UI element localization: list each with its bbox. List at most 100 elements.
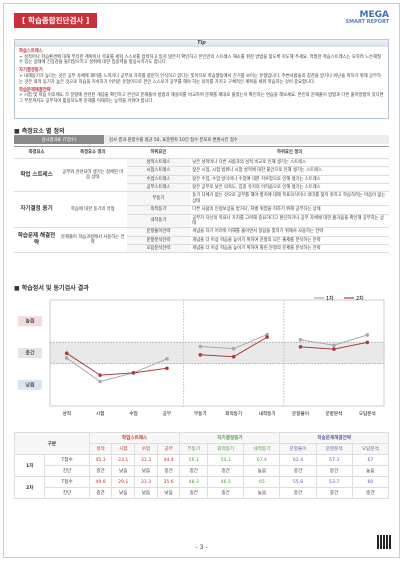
- score-value: 31.3: [134, 476, 158, 488]
- point: [365, 333, 370, 337]
- group-header: 학업스트레스: [88, 432, 181, 444]
- score-value: 65: [243, 476, 281, 488]
- factor-name: 내적동기: [126, 214, 191, 229]
- report-title: [ 학습종합진단검사 ]: [14, 13, 98, 28]
- diagnosis-value: 중간: [88, 465, 113, 477]
- corner-header: 구분: [14, 432, 90, 455]
- element-name: 학업 스트레스: [14, 158, 59, 193]
- element-definition: 공부와 관련되어 생기는 정체된 마음 상태: [59, 158, 127, 193]
- point: [231, 354, 236, 359]
- category-header-row: 성적 시험 수업 공부 무동기 외적동기 내적동기 문항풀이 문항분석 오답분석: [15, 443, 390, 455]
- x-tick-label: 문항분석: [325, 410, 342, 417]
- tip-heading: 학습문제해결전략: [19, 87, 51, 93]
- diagnosis-value: 중간: [279, 487, 317, 499]
- diagnosis-value: 중간: [156, 465, 181, 477]
- score-value: 67.4: [243, 454, 281, 466]
- score-value: 67: [351, 454, 390, 466]
- section-heading: ■ 측정요소 별 정의: [14, 128, 65, 135]
- score-value: 49.8: [88, 476, 113, 488]
- diagnosis-value: 중간: [88, 487, 113, 499]
- element-definition: 학습에 대한 동기의 유형: [59, 191, 127, 229]
- x-tick-label: 문항풀이: [292, 410, 309, 417]
- point: [298, 345, 303, 349]
- page: [ 학습종합진단검사 ] MEGA SMART REPORT Tip 학습스트레스 ➢…: [3, 3, 400, 558]
- factor-name: 오답분석전략: [126, 244, 191, 254]
- factor-definition: 잦은 수업, 수업 방식이나 수업에 대한 지루함으로 인해 생기는 스트레스: [190, 175, 389, 185]
- group-header: 자기결정동기: [179, 432, 281, 444]
- diagnosis-value: 낮음: [156, 487, 181, 499]
- diagnosis-row: 진단 중간 낮음 낮음 낮음 중간 중간 높음 중간 중간 중간: [15, 487, 390, 499]
- logo: MEGA SMART REPORT: [346, 11, 389, 25]
- factor-name: 수업스트레스: [126, 175, 191, 185]
- point: [165, 366, 169, 371]
- factor-definition: 잦은 시험, 시험 범위나 시험 성적에 대한 불안으로 인해 생기는 스트레스: [190, 166, 389, 176]
- category-header: 공부: [156, 443, 181, 455]
- qr-code: [377, 535, 391, 549]
- factor-name: 시험스트레스: [126, 166, 191, 176]
- series-line: [66, 357, 168, 383]
- score-label: T점수: [44, 454, 90, 466]
- band-label: 높음: [25, 318, 35, 325]
- diagnosis-value: 낮음: [134, 465, 158, 477]
- element-name: 학습문제 해결전략: [14, 227, 59, 254]
- logo-bottom: SMART REPORT: [345, 19, 389, 25]
- category-header: 외적동기: [207, 443, 245, 455]
- category-header: 내적동기: [243, 443, 281, 455]
- column-header: 하위요인 정의: [190, 146, 389, 159]
- point: [198, 353, 203, 357]
- score-label: 검사결과표 (T점수): [14, 135, 104, 144]
- score-value: 60: [351, 476, 390, 488]
- point: [165, 357, 169, 361]
- diagnosis-value: 중간: [315, 465, 353, 477]
- band-label: 중간: [25, 350, 35, 357]
- element-name: 자기결정 동기: [14, 191, 59, 229]
- diagnosis-value: 낮음: [111, 487, 136, 499]
- point: [64, 356, 69, 360]
- category-header: 성적: [88, 443, 113, 455]
- definition-row: 학습문제 해결전략 문제풀이 학습과정에서 사용하는 전략 문항풀이전략 개념을 하기…: [14, 227, 389, 254]
- column-header: 하위요인: [126, 146, 191, 159]
- score-row: 1차 T점수 45.3 23.1 31.3 44.4 56.1 54.1 67.4 62.4 57.…: [13, 454, 390, 477]
- definition-row: 수업스트레스 잦은 수업, 수업 방식이나 수업에 대한 지루함으로 인해 생기는…: [14, 175, 389, 185]
- point: [265, 335, 269, 339]
- column-header: 측정요소 정의: [59, 146, 127, 159]
- category-header: 시험: [111, 443, 136, 455]
- factor-name: 문항분석전략: [126, 236, 191, 245]
- factor-definition: 잦은 공부로 낮은 의욕도, 집중 유지의 어려움으로 인해 생기는 스트레스: [190, 183, 389, 193]
- group-header: 학습문제해결전략: [279, 432, 389, 444]
- factor-definition: 공부가 자신의 목표나 가치를 고려해 중요하다고 판단하거나 공부 자체에 대…: [190, 214, 389, 229]
- point: [332, 347, 336, 351]
- score-value: 23.1: [111, 454, 136, 466]
- definition-row: 학업 스트레스 공부와 관련되어 생기는 정체된 마음 상태 성적스트레스 낮은 성적…: [14, 158, 389, 193]
- tip-text: ➢ 시험 및 학습 이후에도 각 문항에 관련된 개념을 확인하고 본인의 문제…: [19, 93, 384, 105]
- diagnosis-value: 높음: [351, 465, 390, 477]
- diagnosis-value: 중간: [315, 487, 353, 499]
- point: [131, 371, 136, 375]
- x-tick-label: 무동기: [194, 410, 207, 417]
- diagnosis-row: 진단 중간 낮음 낮음 중간 중간 중간 높음 중간 중간 높음: [15, 465, 390, 477]
- diagnosis-value: 낮음: [111, 465, 136, 477]
- diagnosis-value: 낮음: [134, 487, 158, 499]
- score-value: 54.1: [207, 454, 245, 466]
- definition-row: 외적동기 다른 사람의 인정보상을 받거나, 처벌 위험을 피하기 위해 공부하는…: [14, 205, 389, 215]
- point: [198, 344, 203, 349]
- factor-definition: 개념을 더 이상 학습을 높이기 위하여 문항의 모든 출제를 분석하는 전략: [190, 236, 389, 245]
- tip-text: ➢ 내재동기가 높다는 것은 공부 자체에 재미를 느끼거나 공부의 가치를 충…: [19, 73, 381, 85]
- diagnosis-value: 중간: [179, 487, 209, 499]
- definition-row: 문항분석전략 개념을 더 이상 학습을 높이기 위하여 문항의 모든 출제를 분석…: [14, 236, 389, 245]
- point: [98, 373, 102, 377]
- definition-row: 오답분석전략 개념을 더 이상 학습을 높이기 위하여 틀린 문항의 문제를 분석…: [14, 244, 389, 254]
- factor-name: 외적동기: [126, 205, 191, 215]
- score-value: 31.3: [134, 454, 158, 466]
- factor-name: 문항풀이전략: [126, 227, 191, 237]
- score-value: 48.3: [179, 476, 209, 488]
- factor-definition: 다른 사람의 인정보상을 받거나, 처벌 위험을 피하기 위해 공부하는 상태: [190, 205, 389, 215]
- diagnosis-value: 높음: [243, 465, 281, 477]
- page-body: [ 학습종합진단검사 ] MEGA SMART REPORT Tip 학습스트레스 ➢…: [0, 3, 405, 566]
- definition-row: 내적동기 공부가 자신의 목표나 가치를 고려해 중요하다고 판단하거나 공부 자…: [14, 214, 389, 229]
- score-desc: 검사 결과 원점수를 평균 50, 표준편차 10인 점수 분포로 변환시킨 점…: [104, 135, 389, 144]
- factor-definition: 개념을 더 이상 학습을 높이기 위하여 틀린 문항의 문제를 분석하는 전략: [190, 244, 389, 254]
- point: [231, 346, 236, 351]
- factor-definition: 낮은 성적이나 다른 사람과의 성적 비교로 인해 생기는 스트레스: [190, 158, 389, 168]
- series-line: [66, 352, 167, 376]
